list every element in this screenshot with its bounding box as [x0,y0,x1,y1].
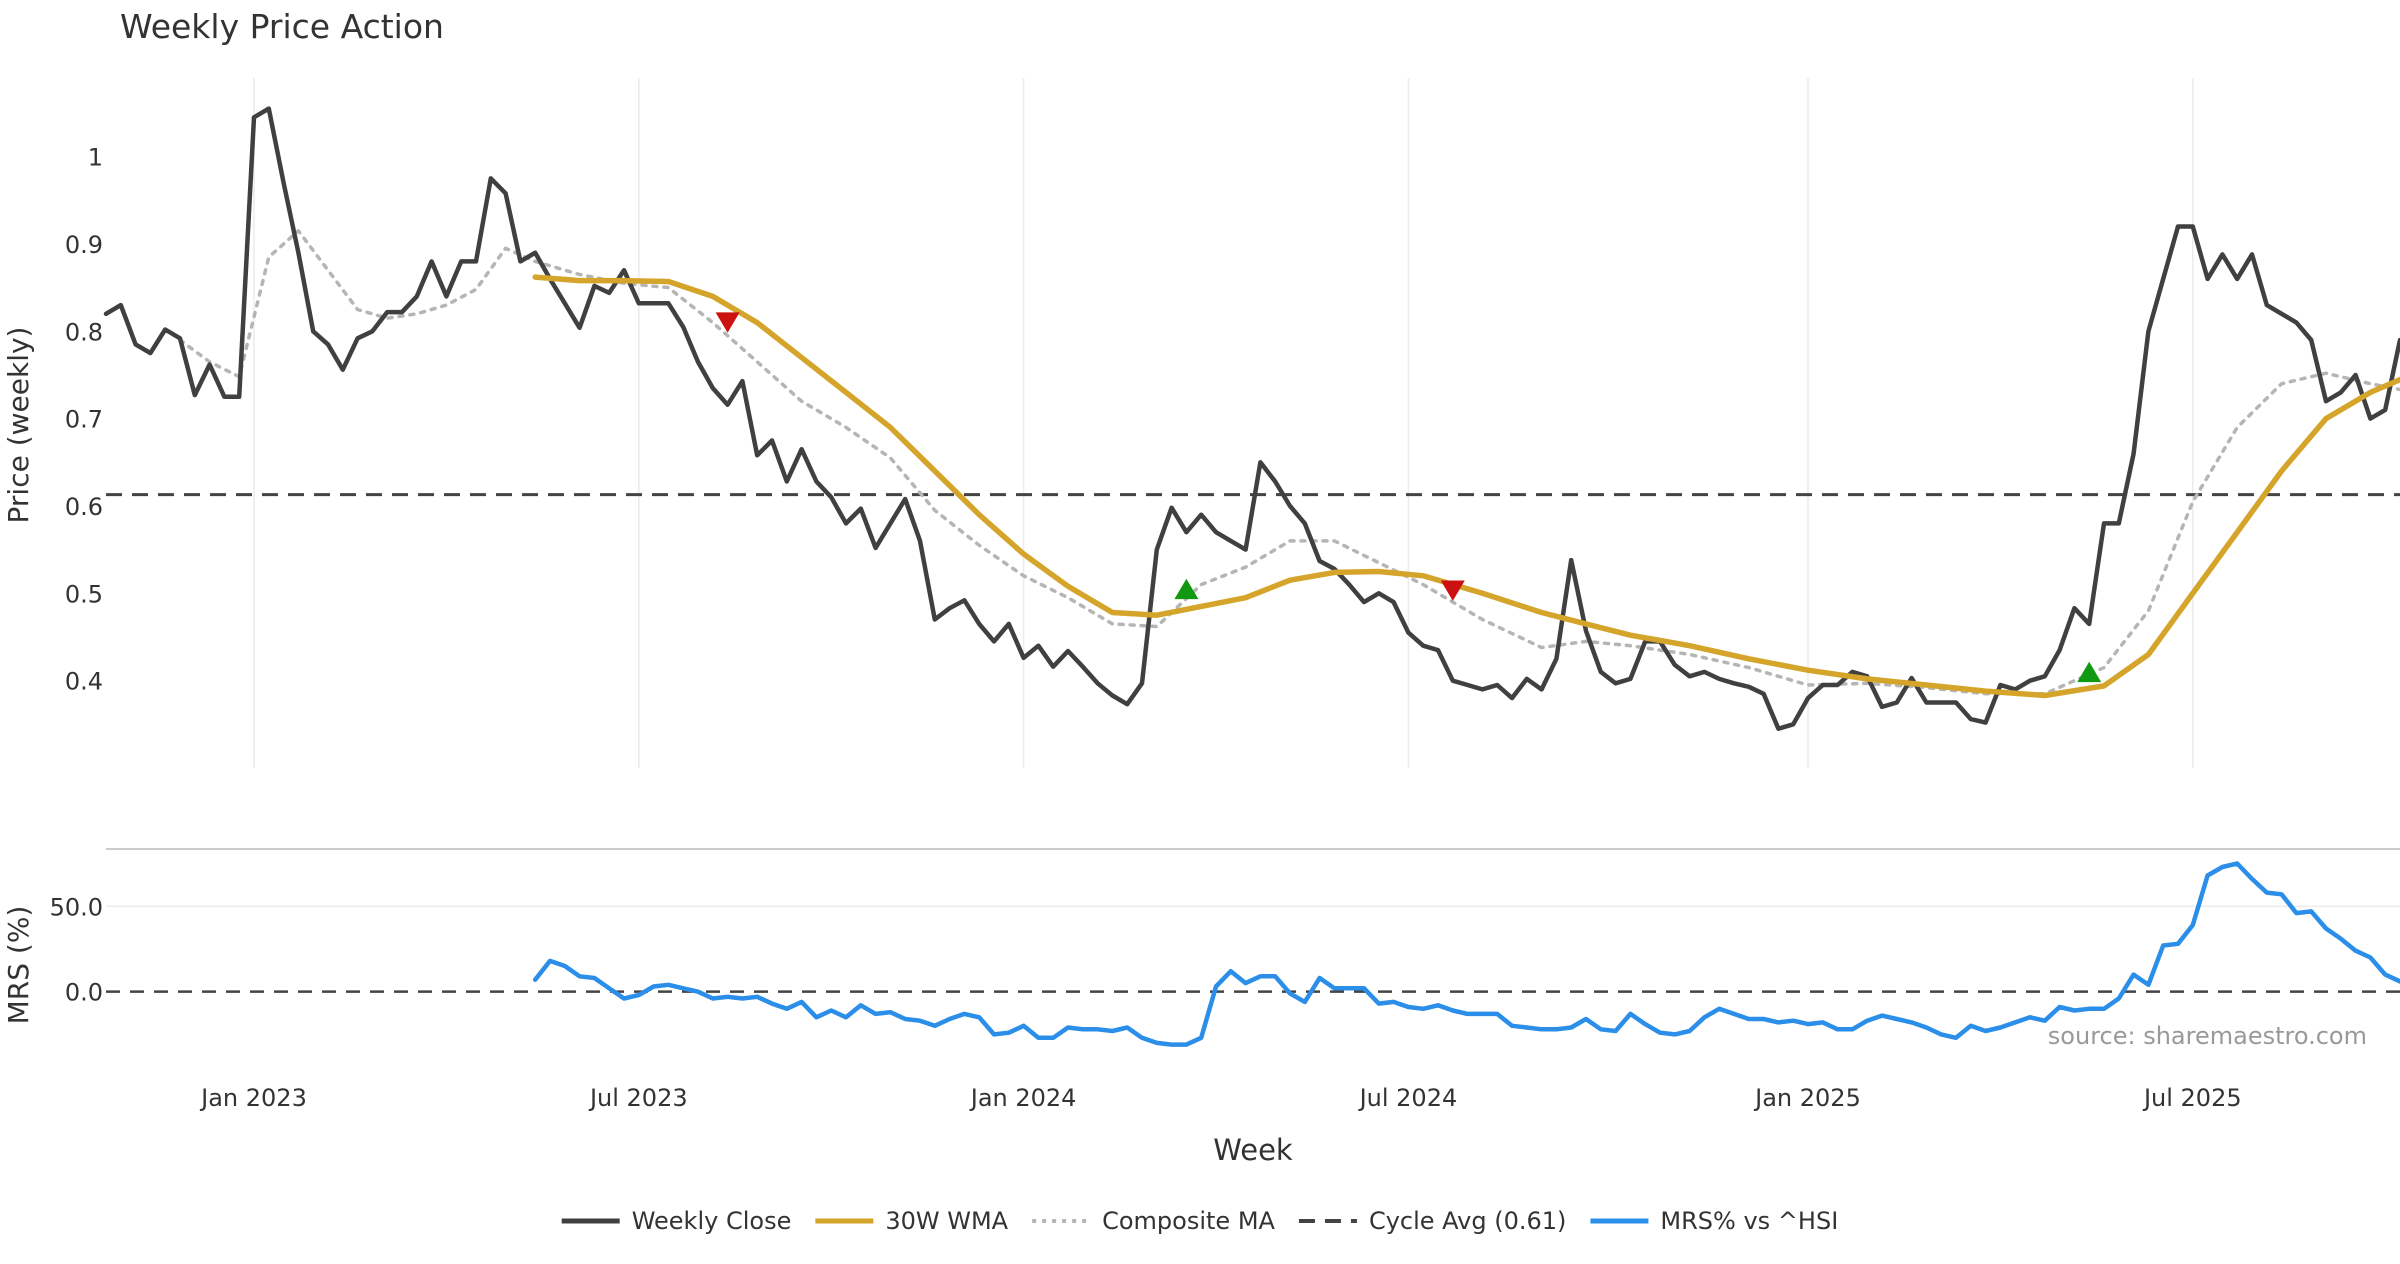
sell-signal-marker-2 [1440,580,1465,601]
price-y-tick-label: 0.8 [65,318,103,346]
legend-label: Weekly Close [632,1207,792,1235]
legend-label: 30W WMA [885,1207,1008,1235]
sell-signal-marker-0 [715,312,740,333]
mrs-y-ticks: 0.0 50.0 [50,893,103,1006]
chart-title: Weekly Price Action [120,7,444,46]
legend-item: MRS% vs ^HSI [1590,1207,1838,1235]
series-mrs-vs-hsi [532,861,2400,1047]
x-tick-label: Jul 2025 [2142,1084,2242,1112]
x-tick-label: Jan 2025 [1753,1084,1861,1112]
price-y-ticks: 0.4 0.5 0.6 0.7 0.8 0.9 1 [65,144,103,696]
buy-signal-marker-1 [1174,578,1199,600]
series-30w-wma [532,274,2400,699]
legend-item: 30W WMA [815,1207,1009,1235]
watermark: source: sharemaestro.com [2048,1022,2367,1050]
price-y-tick-label: 0.7 [65,406,103,434]
x-tick-label: Jan 2024 [969,1084,1077,1112]
price-grid [253,78,2194,768]
legend-item: Weekly Close [561,1207,792,1235]
price-y-tick-label: 0.4 [65,668,103,696]
buy-signal-marker-3 [2077,661,2102,683]
mrs-axis-label: MRS (%) [2,906,35,1025]
price-y-tick-label: 0.6 [65,493,103,521]
price-y-tick-label: 1 [88,144,103,172]
price-y-tick-label: 0.9 [65,231,103,259]
mrs-y-tick-label: 50.0 [50,893,103,921]
legend-label: Composite MA [1102,1207,1275,1235]
x-axis-label: Week [1213,1133,1293,1167]
x-tick-label: Jul 2023 [588,1084,688,1112]
legend-label: MRS% vs ^HSI [1660,1207,1838,1235]
mrs-y-tick-label: 0.0 [65,979,103,1007]
mrs-series [106,861,2400,1047]
price-axis-label: Price (weekly) [2,327,35,524]
x-ticks: Jan 2023 Jul 2023 Jan 2024 Jul 2024 Jan 2025… [199,1084,2241,1112]
series-composite-ma [178,229,2400,696]
x-tick-label: Jul 2024 [1358,1084,1458,1112]
price-y-tick-label: 0.5 [65,580,103,608]
legend: Weekly Close 30W WMA Composite MA Cycle Avg… [561,1207,1838,1235]
legend-item: Composite MA [1032,1207,1276,1235]
legend-item: Cycle Avg (0.61) [1298,1207,1566,1235]
legend-label: Cycle Avg (0.61) [1369,1207,1566,1235]
x-tick-label: Jan 2023 [199,1084,307,1112]
price-series [103,106,2400,731]
series-weekly-close [103,106,2400,731]
signal-markers [715,312,2102,683]
